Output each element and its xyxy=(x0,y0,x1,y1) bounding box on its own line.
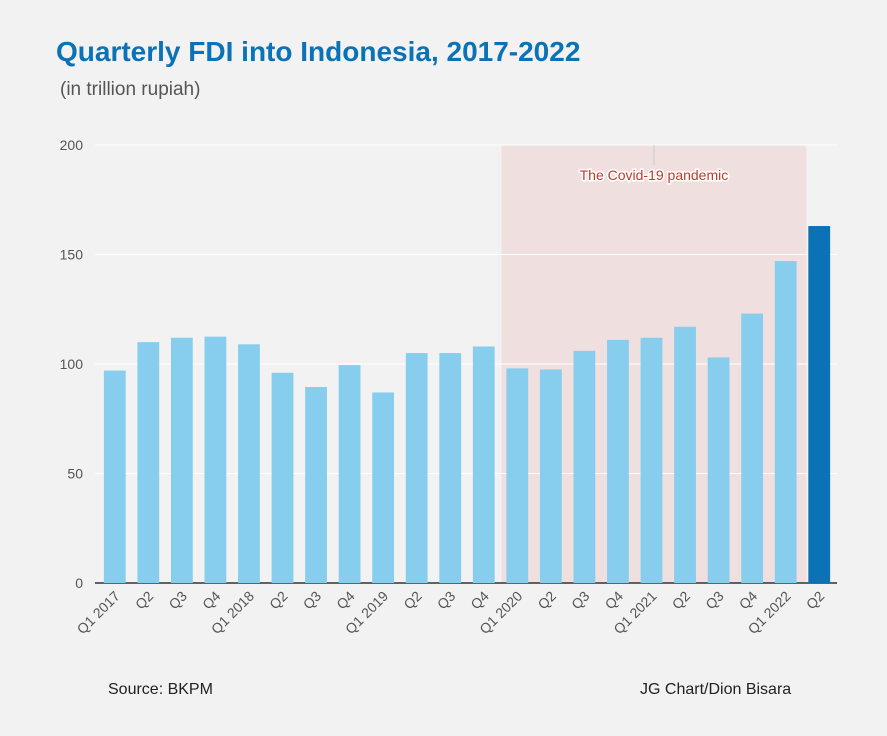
y-tick-label: 150 xyxy=(60,247,84,263)
bar xyxy=(338,365,361,583)
bar xyxy=(707,357,730,583)
x-tick-label: Q2 xyxy=(534,588,559,613)
source-note: Source: BKPM xyxy=(108,681,213,698)
bar xyxy=(808,226,831,583)
x-tick-label: Q4 xyxy=(736,588,761,613)
y-tick-label: 50 xyxy=(67,466,83,482)
x-tick-label: Q3 xyxy=(702,588,727,613)
y-tick-label: 0 xyxy=(75,575,83,591)
bar xyxy=(305,386,327,583)
bar xyxy=(774,261,797,583)
y-tick-label: 200 xyxy=(60,137,84,153)
bar xyxy=(607,339,629,583)
bar xyxy=(472,346,495,583)
x-tick-label: Q4 xyxy=(199,588,224,613)
x-tick-label: Q3 xyxy=(300,588,325,613)
x-tick-label: Q2 xyxy=(266,588,291,613)
bar xyxy=(238,344,260,583)
bar xyxy=(741,313,764,583)
chart-title: Quarterly FDI into Indonesia, 2017-2022 xyxy=(56,36,581,67)
x-tick-label: Q2 xyxy=(803,588,828,613)
credit-note: JG Chart/Dion Bisara xyxy=(640,681,792,698)
bar xyxy=(170,337,193,583)
x-tick-label: Q4 xyxy=(467,588,492,613)
x-tick-label: Q2 xyxy=(400,588,425,613)
bar xyxy=(405,353,428,583)
x-tick-label: Q4 xyxy=(333,588,358,613)
bar xyxy=(271,372,294,583)
bar xyxy=(506,368,529,583)
bar xyxy=(573,350,596,583)
bar xyxy=(674,326,696,583)
x-tick-label: Q3 xyxy=(434,588,459,613)
x-tick-label: Q4 xyxy=(602,588,627,613)
annotation-label: The Covid-19 pandemic xyxy=(580,167,729,183)
bar xyxy=(539,369,562,583)
y-tick-labels: 0 50 100 150 200 xyxy=(60,137,84,591)
x-tick-label: Q2 xyxy=(669,588,694,613)
bar xyxy=(103,370,126,583)
x-tick-label: Q3 xyxy=(568,588,593,613)
bar xyxy=(137,342,160,583)
x-tick-label: Q2 xyxy=(132,588,157,613)
bars xyxy=(103,226,831,583)
chart-subtitle: (in trillion rupiah) xyxy=(60,79,201,100)
annotation-layer: The Covid-19 pandemic xyxy=(578,145,730,185)
bar xyxy=(372,392,395,583)
x-tick-label: Q1 2017 xyxy=(74,588,123,637)
bar xyxy=(640,337,663,583)
bar xyxy=(204,336,227,583)
bar xyxy=(439,353,462,583)
y-tick-label: 100 xyxy=(60,356,84,372)
x-tick-label: Q3 xyxy=(165,588,190,613)
